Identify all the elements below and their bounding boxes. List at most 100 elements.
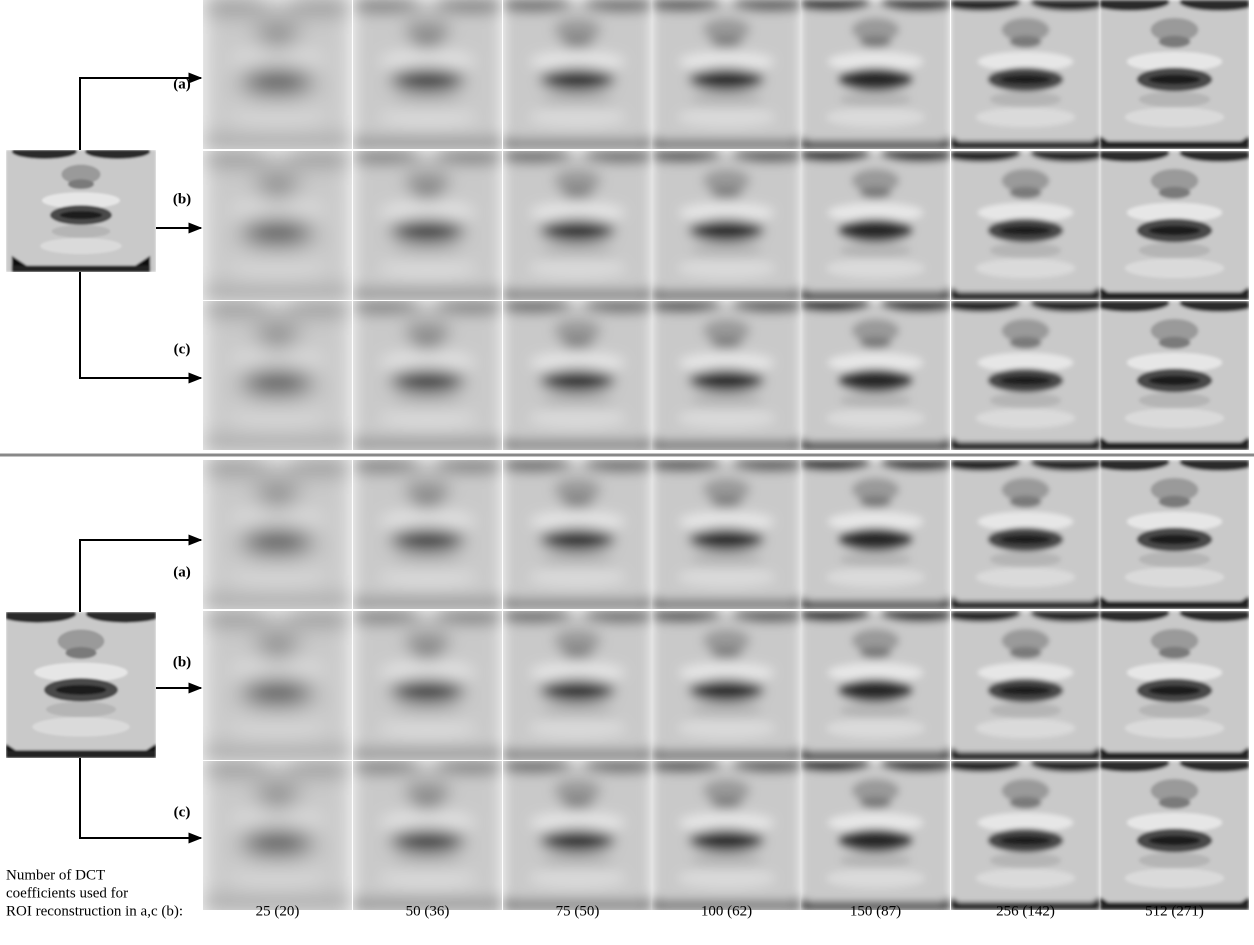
face [0,593,173,778]
face-image [632,591,821,780]
face-image [333,281,522,470]
caption-line: coefficients used for [6,885,128,901]
face-image [632,131,821,320]
face-image [183,281,372,470]
face-image [781,281,970,470]
source-image [0,593,173,778]
face [1080,440,1254,629]
face [632,741,821,930]
face [183,741,372,930]
row-label: (b) [173,654,191,670]
face [333,591,522,780]
face [931,591,1120,780]
face [183,591,372,780]
face [333,440,522,629]
face [183,131,372,320]
column-label: 50 (36) [406,903,450,919]
face [4,134,159,289]
face [183,0,372,169]
face-image [1080,0,1254,169]
face [1080,741,1254,930]
face [931,281,1120,470]
face-image [781,591,970,780]
face-image [1080,440,1254,629]
face [483,591,672,780]
face-image [483,131,672,320]
face-image [1080,131,1254,320]
face [931,440,1120,629]
face-image [931,131,1120,320]
face [632,131,821,320]
face [632,0,821,169]
face [483,0,672,169]
face [483,741,672,930]
face [483,440,672,629]
face-image [781,131,970,320]
column-label: 100 (62) [701,903,752,919]
face-image [483,281,672,470]
face [781,0,970,169]
face-image [333,741,522,930]
face-image [931,440,1120,629]
row-label: (a) [173,564,191,580]
caption-line: ROI reconstruction in a,c (b): [6,903,183,919]
arrow [80,272,201,378]
face [1080,591,1254,780]
row-label: (b) [173,191,191,207]
face [483,131,672,320]
column-label: 25 (20) [256,903,300,919]
arrow [80,758,201,838]
face-image [333,440,522,629]
face [333,741,522,930]
column-label: 512 (271) [1145,903,1204,919]
face [931,131,1120,320]
face-image [333,0,522,169]
face-image [781,440,970,629]
face-image [333,591,522,780]
face-image [781,741,970,930]
figure: (a)(b)(c)(a)(b)(c)Number of DCTcoefficie… [0,0,1254,945]
face-image [632,0,821,169]
face [781,440,970,629]
face-image [183,0,372,169]
face [781,741,970,930]
face [781,281,970,470]
face-image [333,131,522,320]
face [781,131,970,320]
face-image [483,591,672,780]
face-image [183,741,372,930]
face-image [483,0,672,169]
face [632,591,821,780]
face [483,281,672,470]
face-image [1080,281,1254,470]
face-image [931,741,1120,930]
face-image [632,741,821,930]
face-image [632,440,821,629]
face-image [931,591,1120,780]
face-image [931,0,1120,169]
face [333,0,522,169]
face [333,281,522,470]
column-label: 256 (142) [996,903,1055,919]
row-label: (c) [174,341,191,357]
face-image [1080,741,1254,930]
face [931,741,1120,930]
face-image [483,741,672,930]
face [183,440,372,629]
face-image [183,131,372,320]
row-label: (c) [174,804,191,820]
face-image [781,0,970,169]
face [632,281,821,470]
face [931,0,1120,169]
source-image [4,134,159,289]
face-image [183,591,372,780]
face [333,131,522,320]
face [632,440,821,629]
face-image [483,440,672,629]
face-image [1080,591,1254,780]
column-label: 75 (50) [556,903,600,919]
caption-line: Number of DCT [6,867,105,883]
face-image [931,281,1120,470]
face [183,281,372,470]
face-image [183,440,372,629]
